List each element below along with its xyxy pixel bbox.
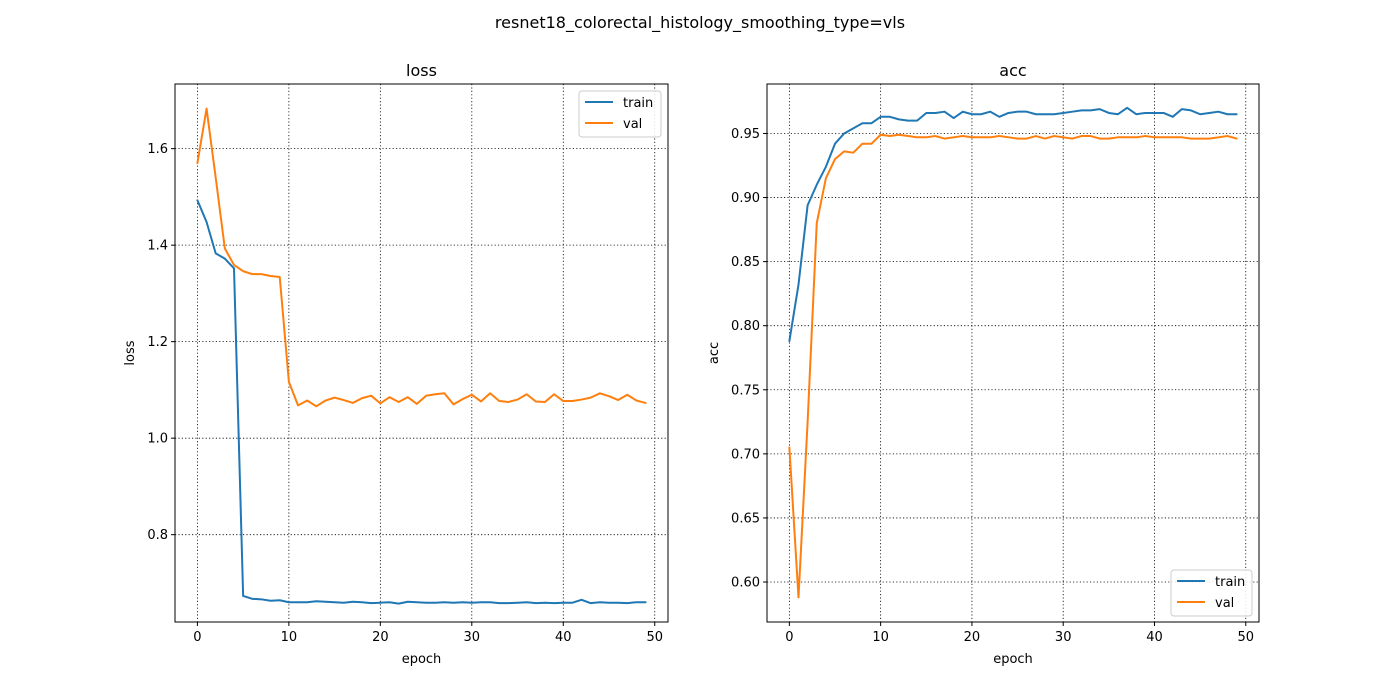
loss-plot-frame — [174, 83, 669, 623]
loss-y-tick-label-2: 1.2 — [147, 335, 168, 350]
loss-y-tick-label-4: 1.6 — [147, 142, 168, 157]
loss-x-tick-label-30: 30 — [464, 630, 481, 645]
figure-title: resnet18_colorectal_histology_smoothing_… — [495, 13, 905, 33]
loss-legend: train val — [578, 90, 662, 138]
loss-y-tick-label-1: 1.0 — [147, 432, 168, 447]
acc-x-tick-label-10: 10 — [872, 630, 889, 645]
acc-x-tick-label-40: 40 — [1146, 630, 1163, 645]
loss-y-tick-label-0: 0.8 — [147, 528, 168, 543]
acc-x-axis-label: epoch — [993, 652, 1033, 667]
acc-y-tick-label-3: 0.75 — [731, 383, 760, 398]
loss-x-tick-label-20: 20 — [372, 630, 389, 645]
acc-y-tick-label-6: 0.90 — [731, 191, 760, 206]
acc-y-tick-label-2: 0.70 — [731, 447, 760, 462]
acc-y-tick-label-7: 0.95 — [731, 127, 760, 142]
acc-x-ticks: 0 10 20 30 40 50 — [785, 622, 1254, 645]
acc-legend: train val — [1170, 569, 1253, 617]
acc-chart: acc 0 10 20 30 40 50 0.60 0.65 0.70 0.75 0.80 0.85… — [707, 61, 1260, 667]
acc-y-tick-label-4: 0.80 — [731, 319, 760, 334]
acc-x-tick-label-0: 0 — [785, 630, 793, 645]
acc-legend-train-label: train — [1215, 575, 1245, 590]
loss-lines — [196, 107, 647, 605]
loss-y-ticks: 0.8 1.0 1.2 1.4 1.6 — [147, 142, 175, 543]
loss-y-tick-label-3: 1.4 — [147, 239, 168, 254]
acc-x-tick-label-20: 20 — [964, 630, 981, 645]
acc-x-tick-label-30: 30 — [1055, 630, 1072, 645]
loss-grid — [175, 84, 668, 622]
loss-x-tick-label-40: 40 — [555, 630, 572, 645]
acc-y-tick-label-0: 0.60 — [731, 576, 760, 591]
loss-chart: loss 0 10 20 30 40 50 0.8 1.0 1.2 1.4 1.6 epoch l… — [123, 61, 669, 667]
acc-chart-title: acc — [999, 61, 1026, 80]
acc-y-axis-label: acc — [707, 342, 722, 364]
loss-train-line — [196, 199, 647, 605]
loss-x-ticks: 0 10 20 30 40 50 — [193, 622, 663, 645]
acc-y-tick-label-1: 0.65 — [731, 511, 760, 526]
acc-legend-val-label: val — [1215, 596, 1234, 611]
acc-train-line — [788, 106, 1238, 343]
acc-plot-frame — [766, 83, 1260, 623]
loss-y-axis-label: loss — [123, 340, 138, 365]
acc-val-line — [788, 133, 1238, 599]
loss-chart-title: loss — [406, 61, 437, 80]
loss-x-tick-label-50: 50 — [646, 630, 663, 645]
loss-legend-train-label: train — [623, 96, 653, 111]
loss-val-line — [196, 107, 647, 408]
acc-grid — [767, 84, 1259, 622]
acc-y-tick-label-5: 0.85 — [731, 255, 760, 270]
loss-legend-val-label: val — [623, 117, 642, 132]
loss-x-axis-label: epoch — [402, 652, 442, 667]
acc-y-ticks: 0.60 0.65 0.70 0.75 0.80 0.85 0.90 0.95 — [731, 127, 767, 591]
loss-x-tick-label-10: 10 — [281, 630, 298, 645]
acc-x-tick-label-50: 50 — [1237, 630, 1254, 645]
acc-lines — [788, 106, 1238, 599]
loss-x-tick-label-0: 0 — [193, 630, 201, 645]
